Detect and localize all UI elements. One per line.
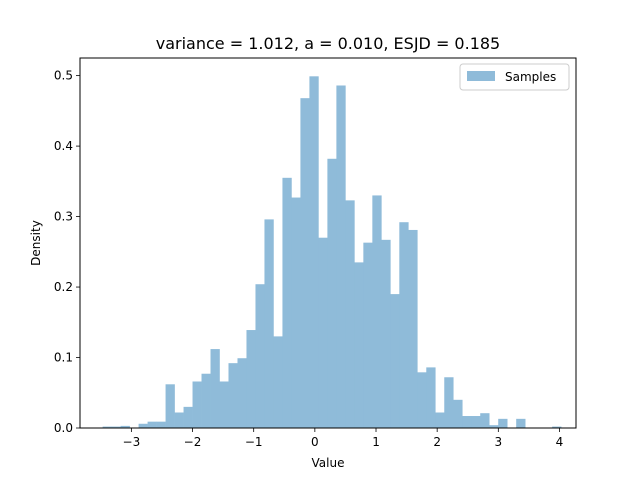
histogram-bar (111, 426, 121, 428)
histogram-bar (426, 367, 436, 428)
histogram-bar (444, 377, 454, 428)
legend-box (459, 63, 570, 91)
histogram-bar (381, 239, 391, 428)
histogram-bar (156, 421, 166, 428)
y-tick-label: 0.5 (54, 69, 73, 83)
histogram-bar (399, 222, 409, 428)
histogram-bar (147, 421, 157, 428)
histogram-bar (174, 412, 184, 428)
histogram-bar (138, 423, 148, 428)
bars-group (102, 76, 562, 429)
x-tick-label: 1 (372, 435, 380, 449)
histogram-bar (462, 416, 472, 428)
x-tick-label: 3 (495, 435, 503, 449)
histogram-bar (183, 406, 193, 428)
histogram-bar (210, 349, 220, 428)
y-axis: 0.0 0.1 0.2 0.3 0.4 0.5 (54, 69, 80, 435)
y-tick-label: 0.1 (54, 351, 73, 365)
histogram-bar (372, 195, 382, 428)
histogram-bar (489, 425, 499, 428)
x-axis-label: Value (312, 456, 345, 470)
histogram-bar (390, 294, 400, 428)
x-tick-label: 4 (556, 435, 564, 449)
histogram-bar (471, 416, 481, 428)
x-tick-label: −2 (184, 435, 202, 449)
x-tick-label: 0 (311, 435, 319, 449)
legend-swatch (467, 71, 495, 81)
chart-title: variance = 1.012, a = 0.010, ESJD = 0.18… (156, 34, 500, 53)
x-tick-label: −3 (123, 435, 141, 449)
histogram-bar (246, 330, 256, 428)
histogram-bar (417, 372, 427, 428)
histogram-bar (318, 237, 328, 428)
y-tick-label: 0.3 (54, 210, 73, 224)
histogram-bar (300, 98, 310, 429)
histogram-bar (201, 373, 211, 428)
histogram-bar (282, 177, 292, 428)
histogram-bar (255, 284, 265, 428)
histogram-bar (552, 426, 562, 428)
plot-frame (79, 57, 577, 429)
histogram-bar (336, 85, 346, 429)
histogram-bar (237, 358, 247, 428)
histogram-bar (192, 381, 202, 428)
histogram-bar (291, 197, 301, 428)
y-axis-label: Density (29, 220, 43, 266)
x-tick-label: −1 (245, 435, 263, 449)
histogram-bar (228, 363, 238, 428)
y-tick-label: 0.4 (54, 139, 73, 153)
x-axis: −3 −2 −1 0 1 2 3 4 (123, 428, 564, 449)
histogram-bar (120, 425, 130, 428)
histogram-bar (354, 262, 364, 428)
histogram-bar (408, 229, 418, 428)
y-tick-label: 0.2 (54, 280, 73, 294)
histogram-bar (102, 426, 112, 428)
y-tick-label: 0.0 (54, 421, 73, 435)
legend: Samples (459, 63, 570, 91)
histogram-bar (498, 418, 508, 428)
histogram-bar (453, 399, 463, 428)
histogram-bar (264, 219, 274, 428)
histogram-bar (309, 76, 319, 428)
histogram-bar (516, 418, 526, 428)
histogram-bar (327, 158, 337, 428)
legend-label: Samples (505, 70, 556, 84)
histogram-bar (480, 413, 490, 428)
histogram-bar (165, 384, 175, 428)
histogram-bar (273, 336, 283, 428)
histogram-bar (363, 242, 373, 428)
histogram-bar (345, 200, 355, 428)
histogram-bar (219, 381, 229, 428)
histogram-bar (435, 412, 445, 428)
x-tick-label: 2 (433, 435, 441, 449)
